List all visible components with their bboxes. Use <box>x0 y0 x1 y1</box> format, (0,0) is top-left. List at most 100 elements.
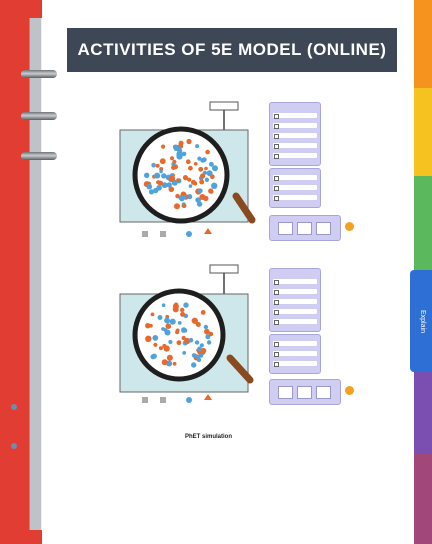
bottom-magnifier-handle <box>226 354 254 384</box>
particle <box>186 138 192 145</box>
particle <box>161 144 166 149</box>
particle <box>183 302 189 308</box>
particle <box>205 149 210 155</box>
bottom-legend <box>142 394 212 403</box>
particle <box>181 151 187 157</box>
particle <box>181 335 186 341</box>
bottom-particles <box>145 302 214 368</box>
particle <box>200 347 207 354</box>
top-option-4[interactable] <box>273 143 317 149</box>
bottom-option-5[interactable] <box>273 319 317 325</box>
particle <box>188 337 194 343</box>
tab-purple[interactable] <box>414 372 432 454</box>
particle <box>186 159 191 164</box>
top-step-button-2[interactable] <box>297 222 312 235</box>
particle <box>188 184 193 188</box>
particle <box>184 337 191 345</box>
page-title: ACTIVITIES OF 5E MODEL (ONLINE) <box>77 40 387 59</box>
particle <box>172 361 177 366</box>
top-thermometer-label <box>209 101 239 111</box>
particle <box>171 165 176 171</box>
particle <box>191 353 197 358</box>
particle <box>201 157 207 163</box>
top-step-button-1[interactable] <box>278 222 293 235</box>
particle <box>148 189 155 195</box>
particle <box>191 362 197 368</box>
tab-orange[interactable] <box>414 0 432 88</box>
particle <box>204 166 208 171</box>
top-play-icon[interactable] <box>345 222 354 231</box>
tab-yellow[interactable] <box>414 88 432 176</box>
particle <box>156 185 162 191</box>
section-tabs <box>414 0 432 544</box>
top-option-6[interactable] <box>273 175 317 181</box>
top-step-button-3[interactable] <box>316 222 331 235</box>
particle <box>168 339 173 345</box>
bottom-option-1[interactable] <box>273 279 317 285</box>
particle <box>182 351 187 355</box>
top-legend <box>142 228 212 237</box>
particle <box>204 328 210 335</box>
particle <box>176 340 182 346</box>
particle <box>177 321 182 325</box>
bottom-option-8[interactable] <box>273 361 317 367</box>
bottom-step-button-3[interactable] <box>316 386 331 399</box>
top-control-panel-2 <box>269 168 321 208</box>
binder-ring-2 <box>21 112 57 120</box>
bottom-control-panel-2 <box>269 334 321 374</box>
particle <box>183 195 187 199</box>
particle <box>146 183 153 190</box>
top-option-2[interactable] <box>273 123 317 129</box>
top-option-3[interactable] <box>273 133 317 139</box>
particle <box>191 317 198 324</box>
particle <box>157 180 164 186</box>
particle <box>170 156 174 161</box>
particle <box>188 165 193 171</box>
particle <box>178 140 184 146</box>
particle <box>145 323 151 329</box>
bottom-option-2[interactable] <box>273 289 317 295</box>
particle <box>145 335 152 342</box>
particle <box>197 346 202 352</box>
particle <box>166 182 172 188</box>
particle <box>197 188 203 194</box>
bottom-step-button-1[interactable] <box>278 386 293 399</box>
particle <box>169 318 176 325</box>
particle <box>200 310 206 315</box>
particle <box>209 161 214 167</box>
top-option-7[interactable] <box>273 185 317 191</box>
tab-explain[interactable]: Explain <box>410 270 432 372</box>
particle <box>199 194 206 200</box>
particle <box>208 331 214 337</box>
bottom-option-4[interactable] <box>273 309 317 315</box>
particle <box>211 182 218 189</box>
tab-magenta[interactable] <box>414 454 432 544</box>
bottom-simulation <box>119 264 254 403</box>
particle <box>155 163 160 168</box>
particle <box>168 186 175 193</box>
particle <box>153 342 158 347</box>
particle <box>208 171 213 176</box>
tab-green[interactable] <box>414 176 432 270</box>
top-option-1[interactable] <box>273 113 317 119</box>
binder-rivet-1 <box>11 404 17 410</box>
particle <box>194 340 200 345</box>
particle <box>166 354 173 361</box>
bottom-option-6[interactable] <box>273 341 317 347</box>
particle <box>204 177 210 182</box>
particle <box>196 201 203 207</box>
particle <box>195 144 200 149</box>
top-option-5[interactable] <box>273 153 317 159</box>
footer-caption: PhET simulation <box>185 434 233 440</box>
particle <box>175 328 180 333</box>
particle <box>195 197 201 203</box>
particle <box>165 323 172 330</box>
top-option-8[interactable] <box>273 195 317 201</box>
particle <box>180 307 185 313</box>
bottom-option-3[interactable] <box>273 299 317 305</box>
bottom-step-button-2[interactable] <box>297 386 312 399</box>
particle <box>196 357 202 362</box>
bottom-option-7[interactable] <box>273 351 317 357</box>
bottom-play-icon[interactable] <box>345 386 354 395</box>
